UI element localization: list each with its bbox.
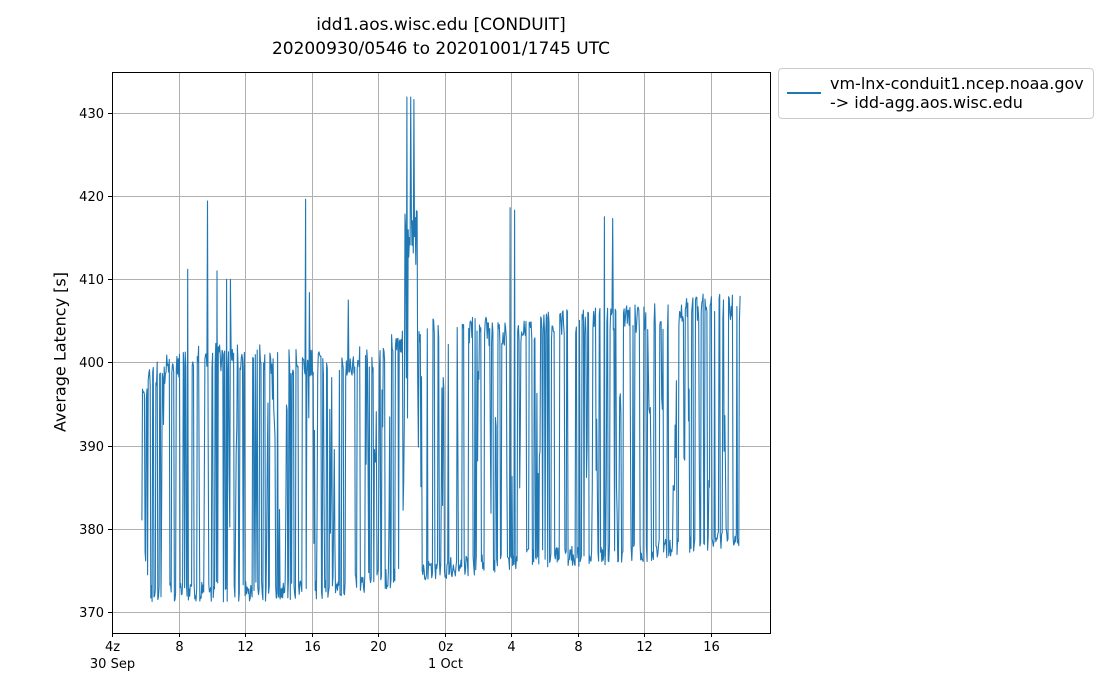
plot-border [112, 72, 771, 634]
x-tick-label: 0z [438, 640, 453, 655]
y-tick-label: 380 [79, 523, 104, 538]
y-tick-label: 420 [79, 190, 104, 205]
y-tick-label: 430 [79, 107, 104, 122]
x-tick-label: 16 [304, 640, 321, 655]
x-tick-label: 12 [237, 640, 254, 655]
x-tick-label: 20 [370, 640, 387, 655]
x-tick-label: 12 [636, 640, 653, 655]
legend-labels: vm-lnx-conduit1.ncep.noaa.gov -> idd-agg… [830, 74, 1084, 112]
legend-line-sample [787, 92, 821, 94]
legend-label-line2: -> idd-agg.aos.wisc.edu [830, 93, 1023, 112]
x-tick-label: 16 [703, 640, 720, 655]
y-tick-label: 390 [79, 440, 104, 455]
y-axis-label: Average Latency [s] [50, 272, 70, 432]
x-tick-label: 8 [574, 640, 582, 655]
x-tick-label: 8 [175, 640, 183, 655]
chart-title-line2: 20200930/0546 to 20201001/1745 UTC [271, 39, 611, 59]
legend-label-line1: vm-lnx-conduit1.ncep.noaa.gov [830, 74, 1084, 93]
y-tick-label: 370 [79, 606, 104, 621]
chart-title-line1: idd1.aos.wisc.edu [CONDUIT] [316, 15, 566, 35]
x-tick-label: 4 [507, 640, 515, 655]
y-tick-label: 400 [79, 356, 104, 371]
x-date-label: 30 Sep [90, 657, 135, 672]
x-date-label: 1 Oct [428, 657, 463, 672]
legend: vm-lnx-conduit1.ncep.noaa.gov -> idd-agg… [778, 68, 1094, 119]
x-tick-label: 4z [105, 640, 120, 655]
latency-series-line [141, 96, 741, 603]
y-tick-label: 410 [79, 273, 104, 288]
